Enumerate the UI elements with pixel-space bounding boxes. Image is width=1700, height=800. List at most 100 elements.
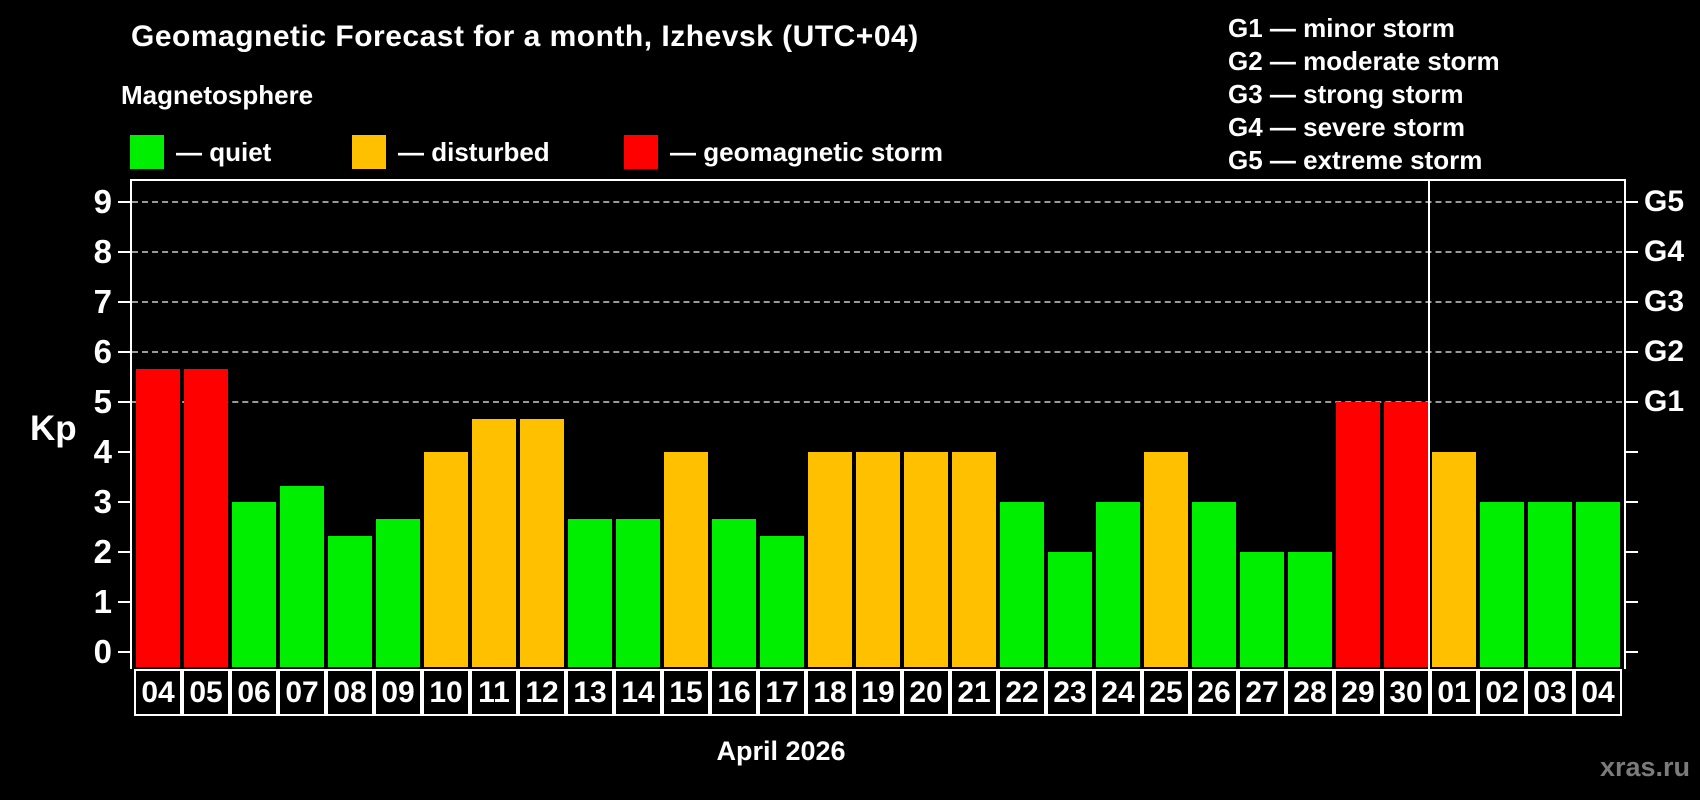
kp-bar-day-07 bbox=[280, 485, 324, 667]
day-label-28: 28 bbox=[1286, 669, 1334, 716]
kp-bar-day-28 bbox=[1288, 552, 1332, 667]
kp-bar-day-06 bbox=[232, 502, 276, 667]
legend-disturbed-label: — disturbed bbox=[398, 136, 550, 167]
legend-item-disturbed: — disturbed bbox=[352, 135, 550, 169]
kp-bar-day-27 bbox=[1240, 552, 1284, 667]
day-label-04: 04 bbox=[134, 669, 182, 716]
y-tick-right-0 bbox=[1626, 651, 1638, 653]
gridline-kp8 bbox=[132, 251, 1622, 253]
day-label-27: 27 bbox=[1238, 669, 1286, 716]
day-label-01-next: 01 bbox=[1430, 669, 1478, 716]
gridline-kp5 bbox=[132, 401, 1622, 403]
g-scale-label-G1: G1 bbox=[1644, 385, 1685, 418]
kp-bar-day-14 bbox=[616, 518, 660, 667]
kp-bar-day-21 bbox=[952, 452, 996, 667]
y-tick-8 bbox=[118, 251, 130, 253]
gridline-kp7 bbox=[132, 301, 1622, 303]
g-scale-label-G2: G2 bbox=[1644, 335, 1685, 368]
y-tick-label-6: 6 bbox=[93, 333, 112, 370]
page-title: Geomagnetic Forecast for a month, Izhevs… bbox=[131, 20, 919, 53]
day-label-16: 16 bbox=[710, 669, 758, 716]
storm-scale-g4: G4 — severe storm bbox=[1228, 112, 1466, 142]
y-tick-0 bbox=[118, 651, 130, 653]
y-tick-label-0: 0 bbox=[93, 633, 112, 670]
kp-bar-day-04 bbox=[136, 368, 180, 667]
kp-bar-day-05 bbox=[184, 368, 228, 667]
day-label-03-next: 03 bbox=[1526, 669, 1574, 716]
day-label-17: 17 bbox=[758, 669, 806, 716]
kp-bar-day-04 bbox=[1576, 502, 1620, 667]
day-label-21: 21 bbox=[950, 669, 998, 716]
kp-bar-day-11 bbox=[472, 418, 516, 667]
y-tick-label-2: 2 bbox=[93, 533, 112, 570]
y-tick-label-3: 3 bbox=[93, 483, 112, 520]
y-tick-right-9 bbox=[1626, 201, 1638, 203]
gridline-kp6 bbox=[132, 351, 1622, 353]
day-label-23: 23 bbox=[1046, 669, 1094, 716]
kp-bar-day-16 bbox=[712, 518, 756, 667]
x-axis-title: April 2026 bbox=[716, 736, 846, 766]
storm-scale-g2: G2 — moderate storm bbox=[1228, 46, 1500, 76]
day-label-14: 14 bbox=[614, 669, 662, 716]
y-tick-5 bbox=[118, 401, 130, 403]
kp-bar-day-20 bbox=[904, 452, 948, 667]
kp-bar-day-24 bbox=[1096, 502, 1140, 667]
y-tick-3 bbox=[118, 501, 130, 503]
y-tick-6 bbox=[118, 351, 130, 353]
y-tick-right-1 bbox=[1626, 601, 1638, 603]
y-tick-right-4 bbox=[1626, 451, 1638, 453]
y-tick-right-6 bbox=[1626, 351, 1638, 353]
storm-scale-legend: G1 — minor storm G2 — moderate storm G3 … bbox=[1228, 12, 1500, 177]
day-label-15: 15 bbox=[662, 669, 710, 716]
y-tick-right-2 bbox=[1626, 551, 1638, 553]
kp-bar-day-13 bbox=[568, 518, 612, 667]
y-tick-4 bbox=[118, 451, 130, 453]
y-tick-right-3 bbox=[1626, 501, 1638, 503]
day-label-30: 30 bbox=[1382, 669, 1430, 716]
y-tick-right-8 bbox=[1626, 251, 1638, 253]
g-scale-label-G5: G5 bbox=[1644, 185, 1685, 218]
day-label-20: 20 bbox=[902, 669, 950, 716]
y-tick-right-5 bbox=[1626, 401, 1638, 403]
month-separator bbox=[1428, 179, 1430, 669]
storm-scale-g3: G3 — strong storm bbox=[1228, 79, 1464, 109]
y-tick-right-7 bbox=[1626, 301, 1638, 303]
kp-bar-day-19 bbox=[856, 452, 900, 667]
kp-bar-day-17 bbox=[760, 535, 804, 667]
y-tick-label-9: 9 bbox=[93, 183, 112, 220]
day-label-25: 25 bbox=[1142, 669, 1190, 716]
y-tick-label-7: 7 bbox=[93, 283, 112, 320]
day-label-10: 10 bbox=[422, 669, 470, 716]
legend-quiet-label: — quiet bbox=[176, 136, 272, 167]
kp-bar-day-23 bbox=[1048, 552, 1092, 667]
kp-bar-day-25 bbox=[1144, 452, 1188, 667]
y-axis-title: Kp bbox=[30, 409, 77, 448]
storm-scale-g5: G5 — extreme storm bbox=[1228, 145, 1483, 175]
kp-bar-day-30 bbox=[1384, 402, 1428, 667]
y-tick-1 bbox=[118, 601, 130, 603]
kp-bar-day-26 bbox=[1192, 502, 1236, 667]
kp-bar-day-29 bbox=[1336, 402, 1380, 667]
g-scale-label-G4: G4 bbox=[1644, 235, 1685, 268]
day-label-24: 24 bbox=[1094, 669, 1142, 716]
day-label-26: 26 bbox=[1190, 669, 1238, 716]
legend-item-quiet: — quiet bbox=[130, 135, 271, 169]
y-tick-label-4: 4 bbox=[93, 433, 112, 470]
disturbed-swatch-icon bbox=[352, 135, 386, 169]
day-label-29: 29 bbox=[1334, 669, 1382, 716]
day-label-18: 18 bbox=[806, 669, 854, 716]
kp-bar-day-12 bbox=[520, 418, 564, 667]
y-axis-left bbox=[130, 179, 132, 669]
day-label-02-next: 02 bbox=[1478, 669, 1526, 716]
day-label-19: 19 bbox=[854, 669, 902, 716]
day-label-04-next: 04 bbox=[1574, 669, 1622, 716]
kp-bar-day-15 bbox=[664, 452, 708, 667]
kp-bar-day-08 bbox=[328, 535, 372, 667]
kp-bar-day-10 bbox=[424, 452, 468, 667]
day-label-13: 13 bbox=[566, 669, 614, 716]
kp-bar-day-09 bbox=[376, 518, 420, 667]
g-scale-label-G3: G3 bbox=[1644, 285, 1685, 318]
plot-top-border bbox=[130, 179, 1626, 181]
legend-storm-label: — geomagnetic storm bbox=[670, 136, 944, 167]
